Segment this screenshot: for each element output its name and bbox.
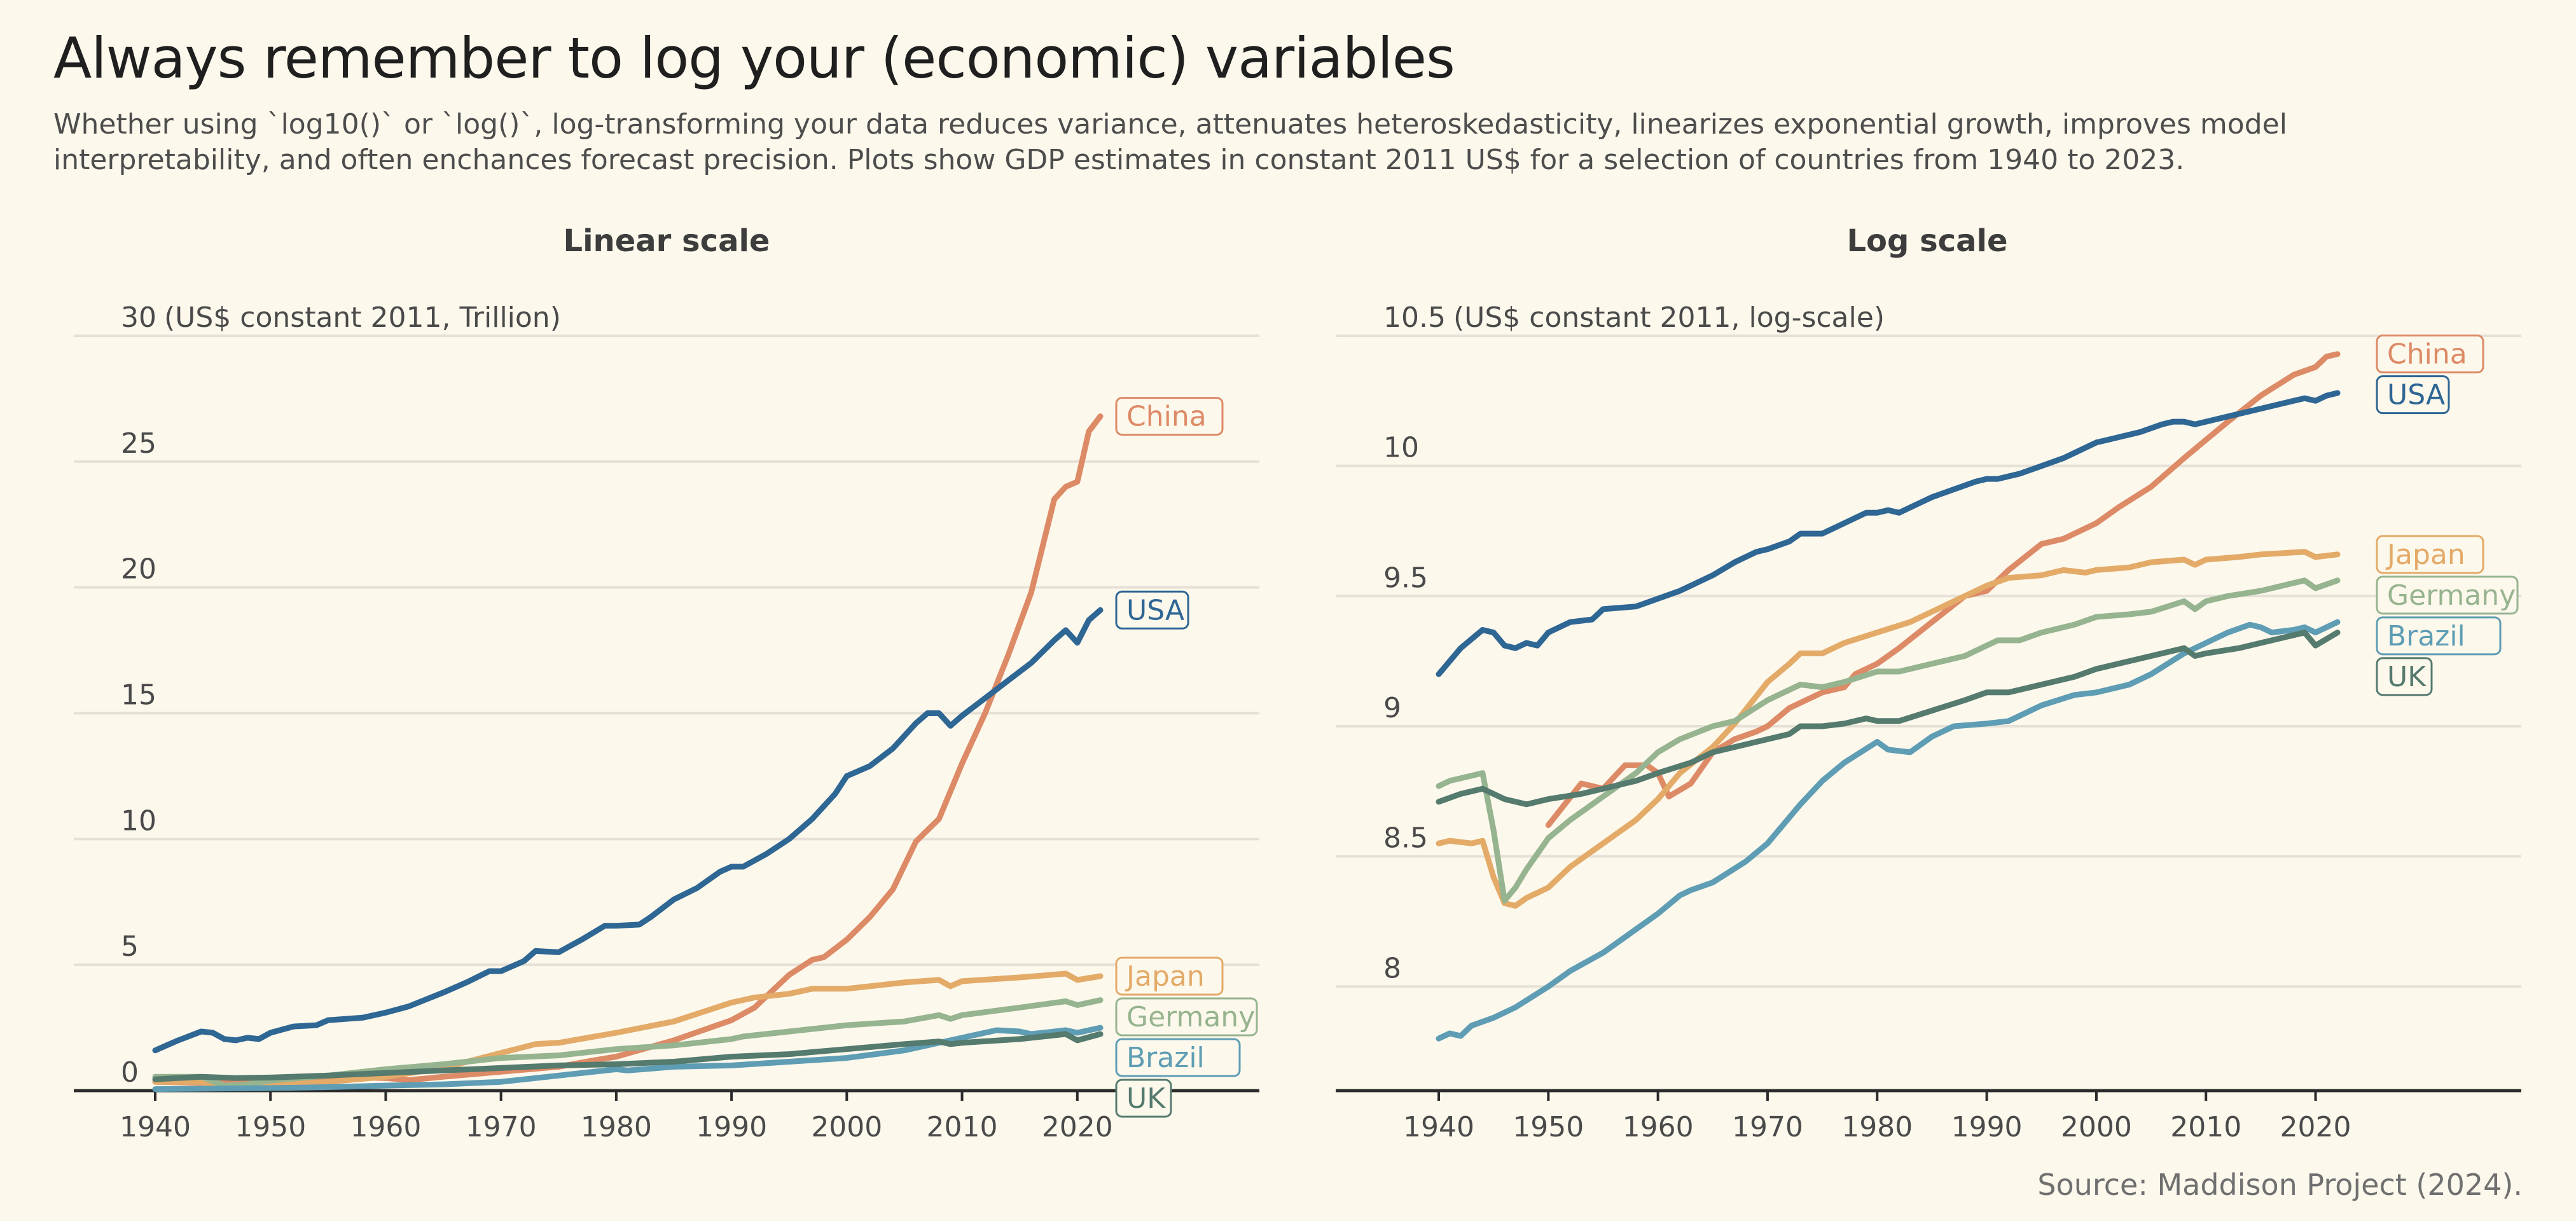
log-scale-series-line-uk: [1436, 630, 2341, 808]
log-scale-x-tick-label: 1980: [1841, 1111, 1913, 1143]
figure-title: Always remember to log your (economic) v…: [53, 25, 1455, 91]
log-scale-series-line-japan: [1436, 549, 2341, 909]
log-scale-series-line-germany: [1436, 577, 2341, 904]
linear-scale-panel-title: Linear scale: [564, 223, 770, 259]
linear-scale-end-label-text: China: [1126, 401, 1207, 433]
log-scale-end-label-text: USA: [2387, 379, 2445, 411]
log-scale-end-label-box: [2376, 576, 2519, 615]
log-scale-end-label-uk: UK: [2376, 657, 2433, 696]
log-scale-panel-title: Log scale: [1846, 223, 2007, 259]
linear-scale-series-line-usa: [152, 607, 1104, 1054]
log-scale-end-label-box: [2376, 375, 2450, 415]
log-scale-end-label-brazil: Brazil: [2376, 616, 2502, 656]
linear-scale-y-tick-label: 0: [121, 1056, 139, 1089]
linear-scale-y-axis-label: (US$ constant 2011, Trillion): [164, 301, 561, 334]
linear-scale-y-tick-label: 20: [121, 553, 156, 586]
linear-scale-x-tick-label: 1950: [235, 1111, 306, 1143]
log-scale-x-tick-label: 1990: [1951, 1111, 2023, 1143]
log-scale-series-line-usa: [1436, 390, 2341, 677]
log-scale-x-tick-label: 2000: [2061, 1111, 2132, 1143]
linear-scale-end-label-japan: Japan: [1115, 956, 1224, 996]
log-scale-end-label-box: [2376, 657, 2433, 696]
log-scale-end-label-text: Japan: [2385, 539, 2465, 571]
log-scale-series-line-china: [1545, 351, 2341, 828]
figure-subtitle: Whether using `log10()` or `log()`, log-…: [53, 107, 2521, 178]
linear-scale-end-label-text: UK: [1126, 1082, 1166, 1115]
log-scale-panel: Log scale 8 8.5 9 9.5 10 10.5 (US$ constant 201…: [1336, 223, 2521, 1143]
log-scale-end-label-text: Brazil: [2387, 620, 2465, 652]
log-scale-end-label-japan: Japan: [2376, 535, 2484, 574]
log-scale-end-label-text: China: [2387, 338, 2467, 371]
linear-scale-x-tick-label: 1960: [350, 1111, 421, 1143]
log-scale-end-label-usa: USA: [2376, 375, 2450, 415]
linear-scale-end-label-uk: UK: [1115, 1079, 1172, 1118]
linear-scale-x-tick-label: 1990: [696, 1111, 767, 1143]
subtitle-line-1: Whether using `log10()` or `log()`, log-…: [53, 108, 2287, 141]
linear-scale-y-tick-label: 5: [121, 930, 139, 963]
linear-scale-series-line-uk: [152, 1031, 1104, 1082]
log-scale-y-tick-label: 10.5: [1383, 301, 1446, 334]
linear-scale-series-line-germany: [152, 997, 1104, 1089]
linear-scale-end-label-box: [1115, 590, 1189, 630]
linear-scale-end-label-brazil: Brazil: [1115, 1038, 1241, 1077]
log-scale-x-tick-label: 2010: [2170, 1111, 2241, 1143]
linear-scale-end-label-box: [1115, 956, 1224, 996]
linear-scale-series-line-brazil: [152, 1024, 1104, 1093]
linear-scale-y-tick-label: 30: [121, 301, 156, 334]
linear-scale-y-tick-label: 10: [121, 804, 156, 837]
log-scale-x-tick-label: 1960: [1623, 1111, 1694, 1143]
linear-scale-x-tick-label: 1970: [466, 1111, 537, 1143]
log-scale-end-label-text: Germany: [2387, 579, 2516, 612]
linear-scale-end-label-text: USA: [1126, 594, 1184, 626]
linear-scale-end-label-box: [1115, 1079, 1172, 1118]
linear-scale-x-tick-label: 2000: [811, 1111, 882, 1143]
subtitle-line-2: interpretability, and often enchances fo…: [53, 144, 2185, 176]
linear-scale-end-label-box: [1115, 397, 1224, 436]
log-scale-y-tick-label: 10: [1383, 432, 1419, 464]
log-scale-end-label-china: China: [2376, 335, 2484, 374]
linear-scale-x-tick-label: 1980: [581, 1111, 652, 1143]
log-scale-end-label-box: [2376, 616, 2502, 656]
linear-scale-y-tick-label: 25: [121, 427, 156, 460]
linear-scale-end-label-usa: USA: [1115, 590, 1189, 630]
linear-scale-panel: Linear scale 0 5 10 15 20 25 30 (US$ constant 20…: [74, 223, 1259, 1143]
log-scale-end-label-box: [2376, 535, 2484, 574]
linear-scale-end-label-text: Brazil: [1126, 1042, 1205, 1074]
log-scale-x-tick-label: 1940: [1403, 1111, 1474, 1143]
log-scale-end-label-text: UK: [2387, 661, 2427, 693]
source-note: Source: Maddison Project (2024).: [2037, 1168, 2523, 1202]
log-scale-y-tick-label: 8: [1383, 952, 1401, 984]
linear-scale-x-tick-label: 1940: [120, 1111, 191, 1143]
linear-scale-end-label-germany: Germany: [1115, 997, 1258, 1037]
log-scale-end-label-box: [2376, 335, 2484, 374]
log-scale-end-label-germany: Germany: [2376, 576, 2519, 615]
linear-scale-end-label-text: Japan: [1125, 960, 1205, 993]
log-scale-x-tick-label: 2020: [2280, 1111, 2351, 1143]
linear-scale-end-label-text: Germany: [1126, 1001, 1255, 1033]
log-scale-y-tick-label: 9: [1383, 692, 1401, 724]
linear-scale-x-tick-label: 2020: [1042, 1111, 1113, 1143]
linear-scale-end-label-box: [1115, 997, 1258, 1037]
log-scale-x-tick-label: 1970: [1732, 1111, 1803, 1143]
log-scale-x-tick-label: 1950: [1513, 1111, 1584, 1143]
log-scale-series-line-brazil: [1436, 619, 2341, 1042]
log-scale-y-axis-label: (US$ constant 2011, log-scale): [1453, 301, 1885, 334]
log-scale-y-tick-label: 9.5: [1383, 562, 1428, 594]
log-scale-y-tick-label: 8.5: [1383, 822, 1428, 855]
linear-scale-end-label-china: China: [1115, 397, 1224, 436]
linear-scale-x-tick-label: 2010: [927, 1111, 998, 1143]
linear-scale-end-label-box: [1115, 1038, 1241, 1077]
linear-scale-y-tick-label: 15: [121, 679, 156, 712]
